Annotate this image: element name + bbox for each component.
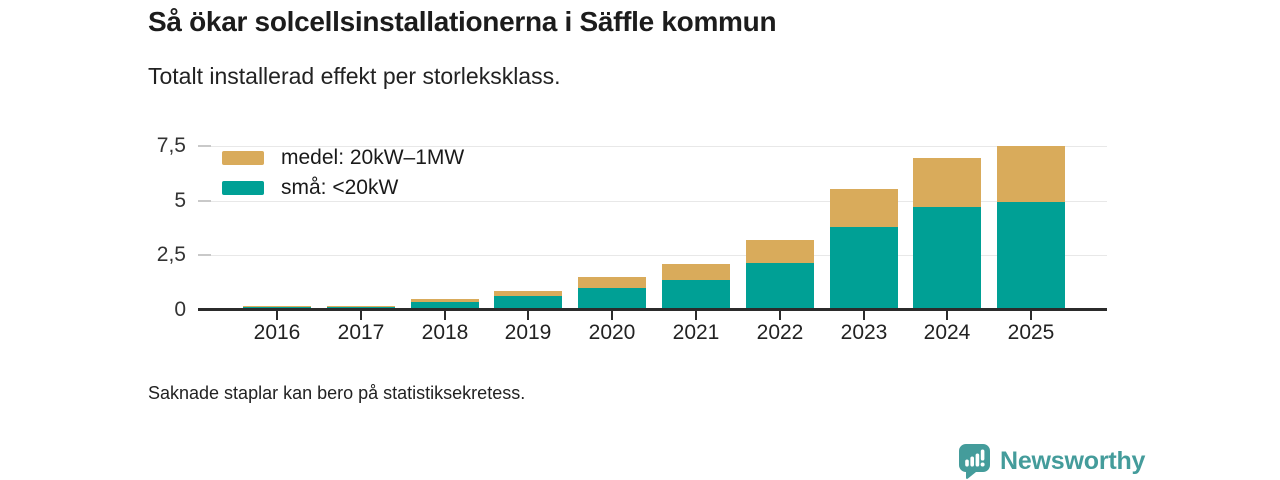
footer-note: Saknade staplar kan bero på statistiksek… (148, 383, 526, 403)
legend-item: medel: 20kW–1MW (222, 147, 464, 169)
bar-segment-medel (913, 158, 981, 207)
bar-segment-medel (411, 299, 479, 302)
x-axis-label: 2016 (253, 321, 301, 344)
bar-segment-sma (662, 280, 730, 310)
x-axis-label: 2017 (337, 321, 385, 344)
bar-segment-medel (997, 146, 1065, 202)
x-axis-tick (863, 311, 865, 320)
gridline (198, 201, 1107, 202)
x-axis-line (198, 308, 1107, 311)
bar-segment-medel (662, 264, 730, 280)
bar-segment-sma (830, 227, 898, 310)
x-axis-tick (444, 311, 446, 320)
bar-segment-medel (830, 189, 898, 227)
legend-swatch (222, 151, 264, 165)
x-axis-tick (360, 311, 362, 320)
x-axis-tick (611, 311, 613, 320)
gridline (198, 146, 1107, 147)
x-axis-label: 2025 (1007, 321, 1055, 344)
x-axis-label: 2018 (421, 321, 469, 344)
legend-label: medel: 20kW–1MW (281, 146, 465, 169)
y-axis-label: 2,5 (156, 243, 186, 266)
bar-segment-sma (578, 288, 646, 310)
bar-segment-sma (997, 202, 1065, 310)
x-axis-tick (276, 311, 278, 320)
x-axis-label: 2023 (840, 321, 888, 344)
y-axis-label: 5 (174, 189, 186, 212)
bar-segment-medel (327, 306, 395, 307)
bar-chart-speech-bubble-icon (959, 444, 990, 479)
newsworthy-logo: Newsworthy (958, 443, 1145, 479)
bar-segment-sma (411, 302, 479, 310)
bar-segment-medel (243, 306, 311, 307)
legend-label: små: <20kW (281, 176, 399, 199)
x-axis-tick (1030, 311, 1032, 320)
bar-segment-medel (494, 291, 562, 296)
bar-segment-sma (913, 207, 981, 310)
x-axis-tick (695, 311, 697, 320)
x-axis-label: 2022 (756, 321, 804, 344)
chart-title: Så ökar solcellsinstallationerna i Säffl… (148, 6, 777, 37)
chart-subtitle: Totalt installerad effekt per storlekskl… (148, 63, 561, 89)
x-axis-tick (946, 311, 948, 320)
legend-item: små: <20kW (222, 177, 398, 199)
y-axis-tick (198, 254, 211, 256)
newsworthy-logo-text: Newsworthy (1000, 446, 1146, 475)
x-axis-label: 2019 (504, 321, 552, 344)
y-axis-tick (198, 145, 211, 147)
y-axis-tick (198, 200, 211, 202)
y-axis-label: 0 (174, 298, 186, 321)
gridline (198, 255, 1107, 256)
y-axis-label: 7,5 (156, 134, 186, 157)
bar-segment-medel (746, 240, 814, 263)
x-axis-tick (779, 311, 781, 320)
bar-segment-sma (494, 296, 562, 310)
x-axis-tick (527, 311, 529, 320)
x-axis-label: 2021 (672, 321, 720, 344)
x-axis-label: 2020 (588, 321, 636, 344)
x-axis-label: 2024 (923, 321, 971, 344)
bar-segment-sma (746, 263, 814, 310)
bar-segment-medel (578, 277, 646, 288)
legend-swatch (222, 181, 264, 195)
